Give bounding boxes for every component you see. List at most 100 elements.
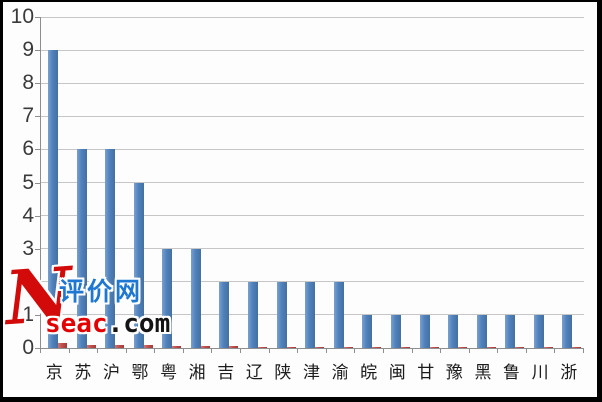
bar-blue (305, 281, 316, 348)
y-axis-tick-label: 3 (22, 236, 34, 260)
bar-blue (162, 248, 173, 348)
y-axis-tick-mark (35, 314, 40, 316)
x-axis-tick-mark (69, 349, 70, 353)
y-axis-tick-mark (35, 83, 40, 85)
bar-blue (276, 281, 287, 348)
x-axis-tick-mark (211, 349, 212, 353)
y-axis-tick-label: 0 (22, 336, 34, 359)
x-axis-category-label: 甘 (417, 363, 435, 383)
x-axis-tick-mark (354, 349, 355, 353)
x-axis-category-label: 沪 (102, 363, 120, 383)
y-axis-tick-label: 6 (22, 137, 34, 161)
bar-blue (533, 314, 544, 348)
x-axis-tick-mark (497, 349, 498, 353)
y-axis-tick-label: 2 (22, 269, 34, 293)
x-axis-category-label: 黑 (474, 363, 492, 383)
bar-blue (476, 314, 487, 348)
y-axis-tick-mark (35, 182, 40, 184)
watermark-domain-dark: .com (107, 309, 171, 339)
x-axis-tick-mark (440, 349, 441, 353)
y-axis-tick-label: 5 (22, 170, 34, 194)
bar-blue (219, 281, 230, 348)
bar-blue (76, 149, 87, 348)
x-axis-tick-mark (97, 349, 98, 353)
bar-red (86, 344, 96, 348)
bar-red (229, 346, 239, 348)
x-axis-category-label: 陕 (274, 363, 292, 383)
y-axis-tick-mark (35, 149, 40, 151)
bar-red (458, 346, 468, 348)
bar-blue (419, 314, 430, 348)
gridline (41, 248, 584, 250)
bar-red (286, 346, 296, 348)
y-axis-tick-mark (35, 281, 40, 283)
bar-blue (362, 314, 373, 348)
x-axis-tick-mark (240, 349, 241, 353)
bar-blue (333, 281, 344, 348)
bar-blue (248, 281, 259, 348)
bar-blue (48, 50, 58, 348)
x-axis-tick-mark (526, 349, 527, 353)
watermark-site-name: 评价网 (59, 277, 144, 306)
x-axis-category-label: 辽 (245, 363, 263, 383)
x-axis-tick-mark (269, 349, 270, 353)
x-axis-category-label: 川 (531, 363, 549, 383)
bar-red (58, 343, 67, 348)
x-axis-tick-mark (583, 349, 584, 353)
x-axis-tick-mark (183, 349, 184, 353)
x-axis-category-label: 渝 (331, 363, 349, 383)
bar-blue (390, 314, 401, 348)
bar-blue (562, 314, 573, 348)
bar-red (258, 346, 268, 348)
bar-blue (505, 314, 516, 348)
bar-red (172, 345, 182, 348)
y-axis-tick-label: 8 (22, 71, 34, 95)
bar-red (572, 346, 582, 348)
bar-red (115, 344, 125, 348)
y-axis-tick-mark (35, 348, 40, 349)
x-axis-tick-mark (469, 349, 470, 353)
x-axis-category-label: 鄂 (131, 363, 149, 383)
bar-blue (133, 182, 144, 348)
x-axis-tick-mark (40, 349, 41, 353)
gridline (41, 115, 584, 117)
y-axis-tick-mark (35, 17, 40, 18)
watermark: N 评价网 seac.com (3, 2, 170, 343)
bar-blue (448, 314, 459, 348)
x-axis-category-label: 京 (45, 363, 63, 383)
y-axis-tick-mark (35, 248, 40, 250)
x-axis-tick-mark (383, 349, 384, 353)
bar-red (515, 346, 525, 348)
bar-red (429, 346, 439, 348)
gridline (41, 82, 584, 84)
x-axis-category-label: 皖 (360, 363, 378, 383)
x-axis-tick-mark (297, 349, 298, 353)
x-axis-category-label: 苏 (74, 363, 92, 383)
bar-red (315, 346, 325, 348)
x-axis-category-label: 湘 (188, 363, 206, 383)
x-axis-tick-mark (126, 349, 127, 353)
bar-red (486, 346, 496, 348)
gridline (41, 182, 584, 183)
x-axis-category-label: 粤 (160, 363, 178, 383)
bar-red (343, 346, 353, 348)
gridline (41, 16, 584, 18)
bar-red (543, 346, 553, 348)
x-axis-category-label: 吉 (217, 363, 235, 383)
x-axis-category-label: 闽 (388, 363, 406, 383)
bar-red (143, 344, 153, 348)
x-axis-category-label: 津 (302, 363, 320, 383)
x-axis-tick-mark (554, 349, 555, 353)
plot-area (40, 16, 584, 349)
y-axis-tick-label: 4 (22, 203, 34, 227)
x-axis-category-label: 豫 (445, 363, 463, 383)
bar-red (372, 346, 382, 348)
gridline (41, 49, 584, 51)
y-axis-tick-label: 10 (10, 5, 34, 28)
x-axis-category-label: 浙 (560, 363, 578, 383)
y-axis-tick-mark (35, 215, 40, 217)
gridline (41, 215, 584, 217)
x-axis-tick-mark (154, 349, 155, 353)
gridline (41, 148, 584, 150)
